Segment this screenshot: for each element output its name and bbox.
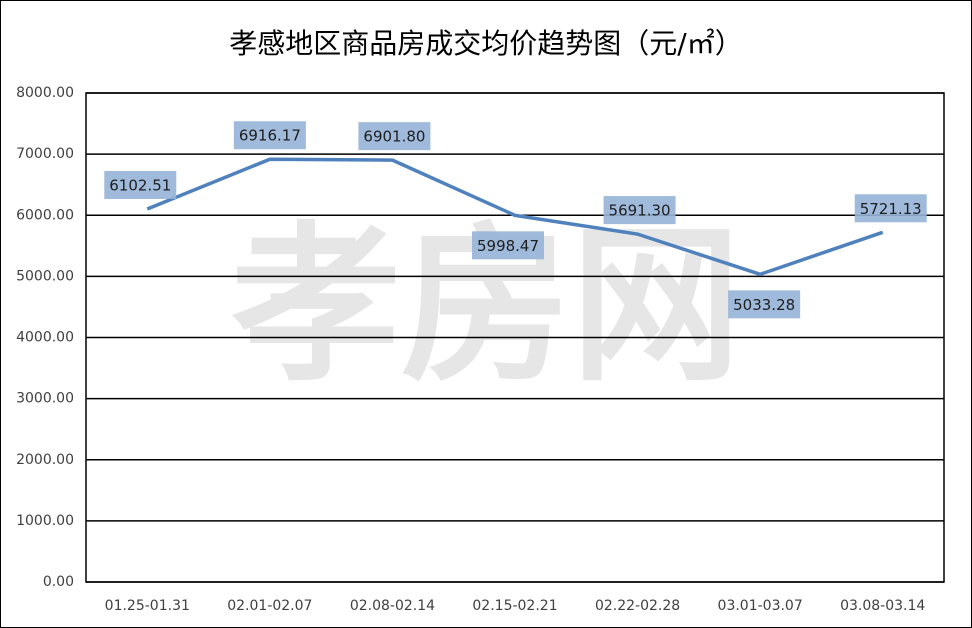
x-tick-label: 03.01-03.07 — [718, 598, 803, 614]
value-label: 5691.30 — [609, 202, 671, 220]
y-tick-label: 0.00 — [43, 574, 74, 590]
data-line — [146, 157, 884, 277]
value-label-box — [854, 194, 927, 223]
plot-border — [85, 92, 945, 583]
x-tick-label: 03.08-03.14 — [840, 598, 925, 614]
x-tick-label: 01.25-01.31 — [105, 598, 190, 614]
value-label-box — [233, 121, 306, 150]
value-label-box — [472, 231, 544, 260]
x-tick-label: 02.22-02.28 — [595, 598, 680, 614]
x-tick-label: 02.01-02.07 — [227, 598, 312, 614]
value-label: 6901.80 — [363, 128, 425, 146]
value-label-box — [358, 122, 431, 151]
y-tick-label: 6000.00 — [16, 207, 74, 223]
value-label: 5033.28 — [733, 296, 795, 314]
value-label: 5998.47 — [477, 237, 539, 255]
value-label-box — [728, 290, 801, 319]
value-label-box — [104, 170, 177, 199]
value-label: 5721.13 — [860, 200, 922, 218]
x-tick-label: 02.08-02.14 — [350, 598, 435, 614]
y-tick-label: 2000.00 — [16, 452, 74, 468]
y-tick-label: 3000.00 — [16, 391, 74, 407]
chart-title: 孝感地区商品房成交均价趋势图（元/㎡） — [229, 27, 742, 60]
y-tick-label: 1000.00 — [16, 513, 74, 529]
y-tick-label: 7000.00 — [16, 146, 74, 162]
value-label: 6916.17 — [239, 127, 301, 145]
value-label: 6102.51 — [109, 176, 171, 194]
x-tick-label: 02.15-02.21 — [472, 598, 557, 614]
y-tick-label: 8000.00 — [16, 85, 74, 101]
y-tick-label: 4000.00 — [16, 330, 74, 346]
y-tick-label: 5000.00 — [16, 268, 74, 284]
value-label-box — [603, 196, 676, 225]
